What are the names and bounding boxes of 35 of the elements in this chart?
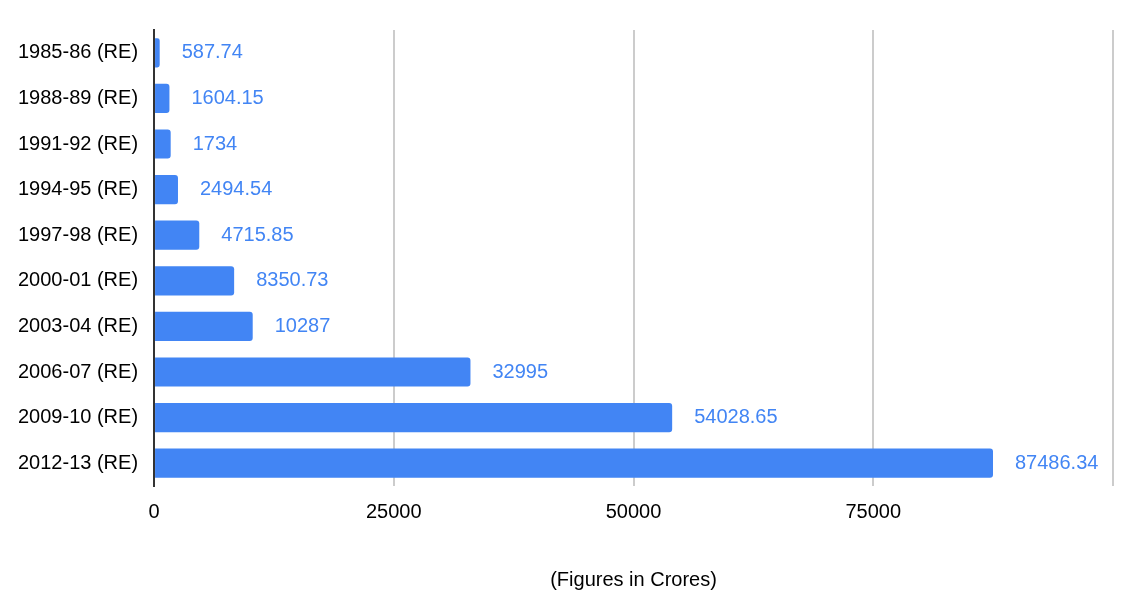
y-tick-label: 2003-04 (RE)	[18, 313, 139, 336]
x-axis-title: (Figures in Crores)	[550, 567, 717, 590]
y-tick-label: 1991-92 (RE)	[18, 131, 139, 154]
data-label: 1604.15	[191, 85, 264, 108]
bar	[155, 266, 235, 296]
data-label: 54028.65	[694, 405, 778, 428]
x-tick-label: 50000	[605, 499, 662, 522]
y-tick-label: 2012-13 (RE)	[18, 450, 139, 473]
bar	[155, 129, 171, 159]
bar	[155, 357, 471, 387]
y-tick-label: 1985-86 (RE)	[18, 40, 139, 63]
bar	[155, 220, 200, 250]
bar	[155, 448, 993, 478]
data-label: 87486.34	[1015, 450, 1099, 473]
data-label: 4715.85	[221, 222, 294, 245]
data-label: 587.74	[181, 40, 243, 63]
bar	[155, 403, 673, 433]
bar	[155, 38, 160, 68]
y-tick-label: 1994-95 (RE)	[18, 177, 139, 200]
y-tick-label: 1997-98 (RE)	[18, 222, 139, 245]
bar	[155, 175, 178, 205]
y-tick-label: 2000-01 (RE)	[18, 268, 139, 291]
data-label: 8350.73	[256, 268, 329, 291]
y-tick-label: 1988-89 (RE)	[18, 85, 139, 108]
data-label: 2494.54	[199, 177, 273, 200]
y-tick-label: 2006-07 (RE)	[18, 359, 139, 382]
x-tick-label: 0	[148, 499, 160, 522]
x-tick-label: 75000	[845, 499, 902, 522]
data-label: 32995	[492, 359, 549, 382]
x-tick-label: 25000	[365, 499, 422, 522]
y-tick-label: 2009-10 (RE)	[18, 405, 139, 428]
bar	[155, 83, 170, 113]
data-label: 1734	[192, 131, 238, 154]
bar	[155, 311, 253, 341]
data-label: 10287	[274, 313, 331, 336]
